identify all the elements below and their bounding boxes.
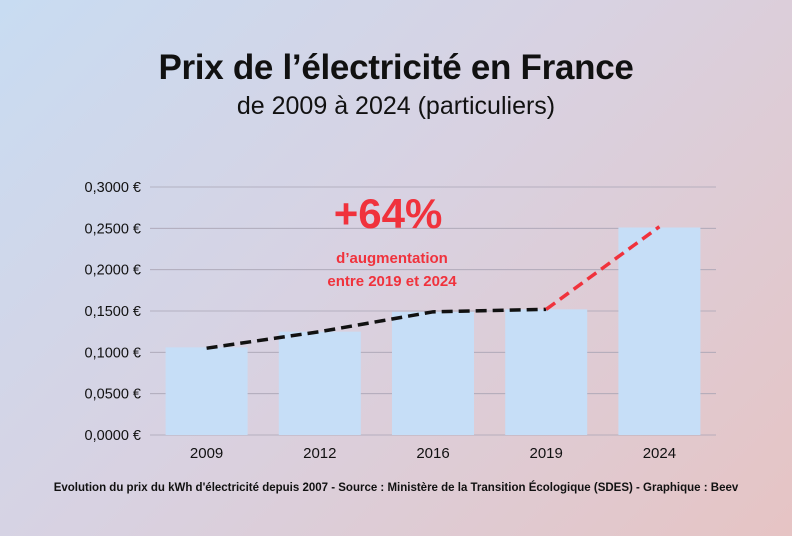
- y-tick-label: 0,0000 €: [85, 428, 141, 444]
- increase-annotation: +64% d’augmentation entre 2019 et 2024: [327, 190, 457, 290]
- trend-lines: [206, 225, 661, 350]
- x-tick-label: 2019: [530, 445, 563, 462]
- chart-title: Prix de l’électricité en France: [158, 48, 634, 87]
- bar-2016: [392, 311, 474, 435]
- bar-2019: [505, 309, 588, 435]
- chart-footer-source: Evolution du prix du kWh d'électricité d…: [53, 482, 739, 494]
- chart-subtitle: de 2009 à 2024 (particuliers): [236, 92, 556, 120]
- x-axis-tick-labels: 2009 2012 2016 2019 2024: [190, 445, 676, 462]
- bars: [165, 227, 701, 435]
- bar-2024: [618, 227, 701, 435]
- annotation-percent: +64%: [334, 190, 443, 237]
- x-tick-label: 2016: [416, 445, 449, 462]
- x-tick-label: 2012: [303, 445, 336, 462]
- y-tick-label: 0,2500 €: [85, 221, 141, 237]
- annotation-line1: d’augmentation: [336, 250, 448, 267]
- trend-line-2009-2019: [206, 307, 547, 350]
- y-tick-label: 0,1000 €: [85, 345, 141, 361]
- y-tick-label: 0,3000 €: [85, 180, 141, 196]
- bar-2012: [278, 331, 361, 435]
- x-tick-label: 2009: [190, 445, 223, 462]
- trend-line-2019-2024: [545, 225, 661, 311]
- bar-2009: [165, 347, 248, 435]
- y-tick-label: 0,0500 €: [85, 387, 141, 403]
- y-tick-label: 0,1500 €: [85, 304, 141, 320]
- x-tick-label: 2024: [643, 445, 676, 462]
- annotation-line2: entre 2019 et 2024: [327, 273, 457, 290]
- y-axis-tick-labels: 0,0000 € 0,0500 € 0,1000 € 0,1500 € 0,2000 €…: [85, 180, 141, 444]
- y-tick-label: 0,2000 €: [85, 263, 141, 279]
